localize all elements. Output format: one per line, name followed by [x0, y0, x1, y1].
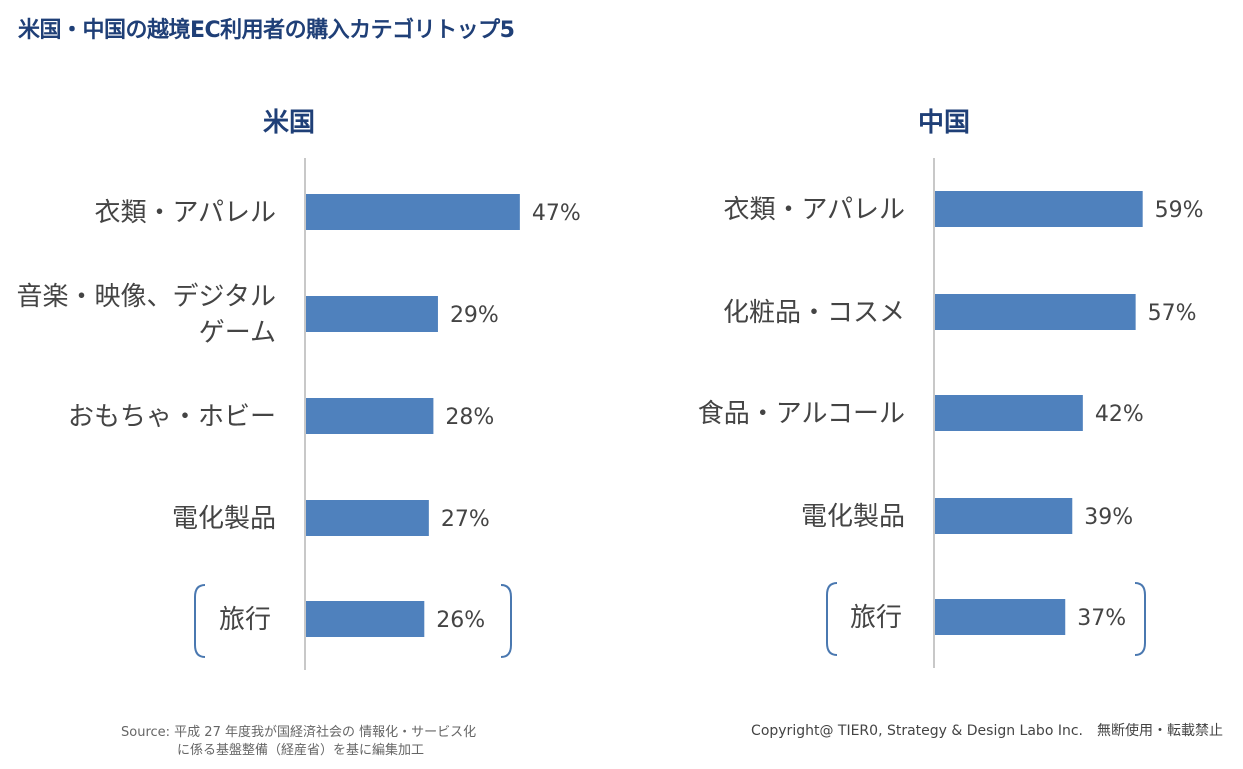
category-label: 衣類・アパレル [95, 198, 276, 228]
bar [306, 194, 520, 230]
china-bar-chart: 59% 衣類・アパレル 57% 化粧品・コスメ 42% 食品・アルコール 39% 電化製品 37… [698, 158, 1204, 668]
category-label: 食品・アルコール [698, 399, 905, 429]
copyright-notice: Copyright@ TIER0, Strategy & Design Labo… [751, 723, 1223, 739]
category-label: 化粧品・コスメ [723, 298, 905, 328]
category-label: 旅行 [219, 605, 271, 635]
data-label: 42% [1095, 402, 1144, 427]
data-label: 29% [450, 303, 499, 328]
bar [935, 294, 1136, 330]
bar [935, 498, 1073, 534]
page-title: 米国・中国の越境EC利用者の購入カテゴリトップ5 [18, 18, 515, 43]
data-label: 37% [1077, 606, 1126, 631]
data-label: 57% [1148, 301, 1197, 326]
source-line-1: Source: 平成 27 年度我が国経済社会の 情報化・サービス化 [121, 725, 477, 740]
data-label: 28% [445, 405, 494, 430]
data-label: 47% [532, 201, 581, 226]
data-label: 59% [1155, 198, 1204, 223]
highlight-bracket-left [826, 582, 838, 656]
source-note: Source: 平成 27 年度我が国経済社会の 情報化・サービス化 に係る基盤… [121, 724, 476, 760]
category-label: ゲーム [199, 318, 276, 348]
category-label: おもちゃ・ホビー [68, 402, 276, 432]
chart-title-us: 米国 [263, 108, 316, 138]
chart-title-china: 中国 [918, 108, 971, 138]
highlight-bracket-left [194, 584, 206, 658]
bar [935, 191, 1143, 227]
source-line-2: に係る基盤整備（経産省）を基に編集加工 [177, 743, 425, 758]
bar [306, 601, 425, 637]
category-label: 音楽・映像、デジタル [17, 282, 276, 312]
data-label: 27% [441, 507, 490, 532]
category-label: 旅行 [850, 603, 902, 633]
bar [306, 296, 438, 332]
category-label: 電化製品 [801, 502, 905, 532]
data-label: 39% [1084, 505, 1133, 530]
category-label: 衣類・アパレル [724, 195, 905, 225]
bar [935, 599, 1066, 635]
category-label: 電化製品 [172, 504, 276, 534]
highlight-bracket-right [1134, 582, 1146, 656]
data-label: 26% [436, 608, 485, 633]
bar [306, 500, 429, 536]
bar [935, 395, 1083, 431]
bar [306, 398, 434, 434]
highlight-bracket-right [500, 584, 512, 658]
